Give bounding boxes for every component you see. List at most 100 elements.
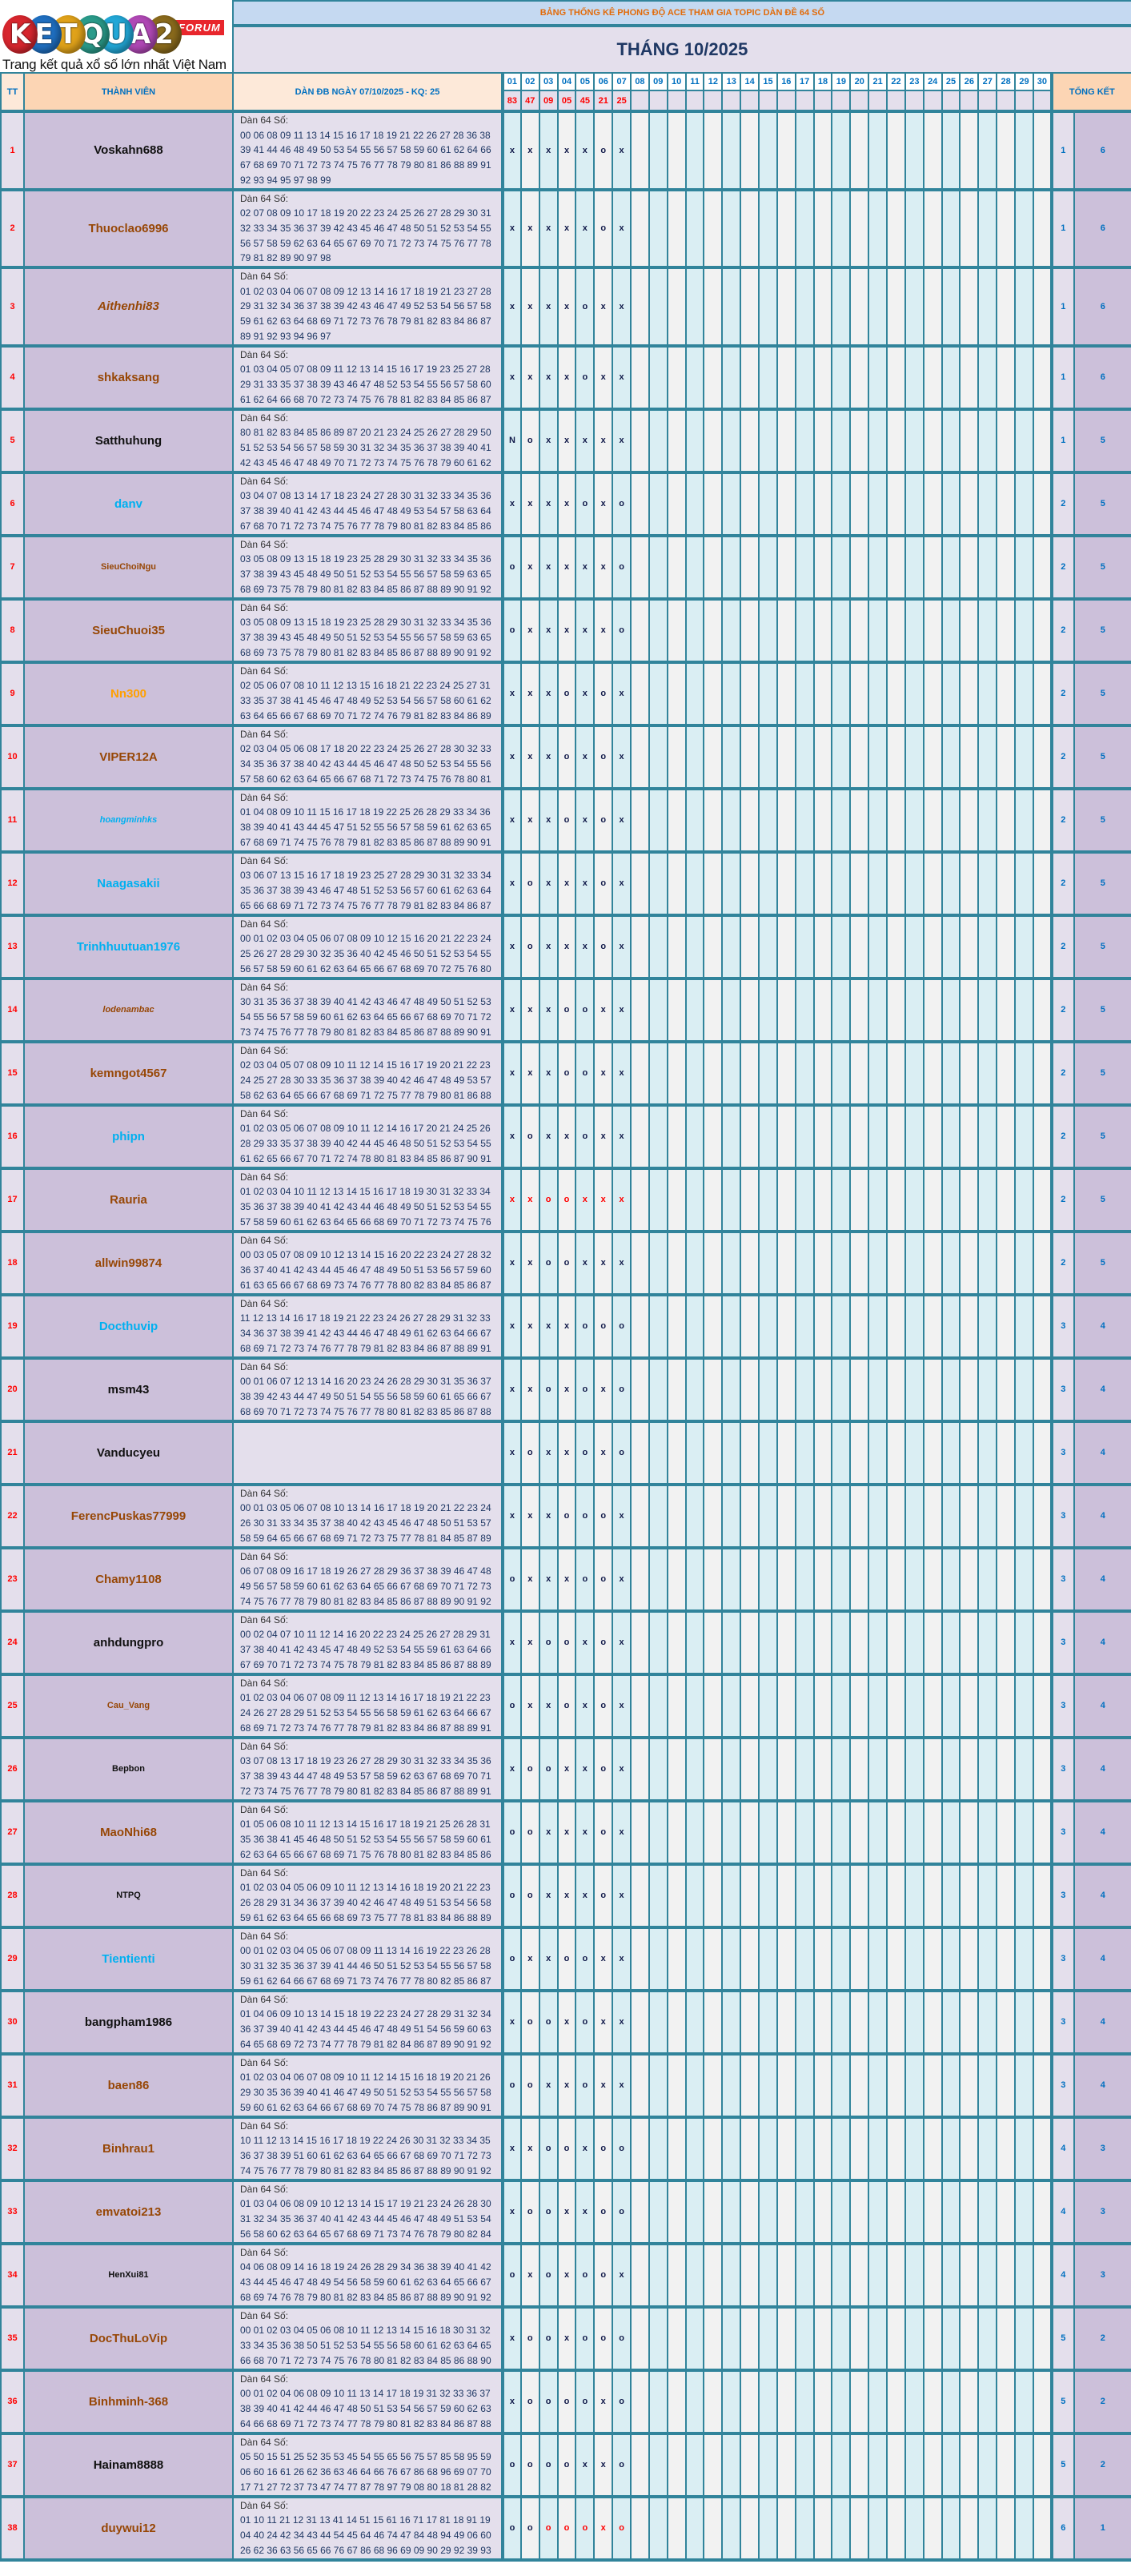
day-mark: [849, 1925, 870, 1992]
day-mark: [794, 470, 815, 537]
day-mark: [812, 1166, 833, 1233]
day-mark: o: [519, 2368, 540, 2435]
member-name[interactable]: HenXui81: [23, 2241, 234, 2309]
day-mark: o: [519, 1988, 540, 2056]
member-name[interactable]: Vanducyeu: [23, 1419, 234, 1486]
day-mark: [721, 1229, 742, 1296]
member-name[interactable]: danv: [23, 470, 234, 537]
member-name[interactable]: hoangminhks: [23, 786, 234, 854]
number-line: 01 10 11 21 12 31 13 41 14 51 15 61 16 7…: [240, 2514, 491, 2526]
day-mark: [886, 1862, 906, 1929]
day-mark: [758, 850, 778, 917]
number-line: 26 30 31 33 34 35 37 38 40 42 43 45 46 4…: [240, 1517, 491, 1529]
number-line: 00 03 05 07 08 09 10 12 13 14 15 16 20 2…: [240, 1249, 491, 1261]
member-name[interactable]: Binhrau1: [23, 2115, 234, 2182]
number-line: 33 34 35 36 38 50 51 52 53 54 55 56 58 6…: [240, 2339, 491, 2351]
member-name[interactable]: emvatoi213: [23, 2178, 234, 2245]
member-name[interactable]: DocThuLoVip: [23, 2305, 234, 2372]
day-mark: [740, 2368, 760, 2435]
member-name[interactable]: Rauria: [23, 1166, 234, 1233]
member-name[interactable]: VIPER12A: [23, 723, 234, 790]
day-mark: [904, 1292, 924, 1360]
day-mark: [740, 533, 760, 601]
day-mark: [977, 1229, 998, 1296]
day-mark: [904, 344, 924, 411]
day-mark: [758, 344, 778, 411]
member-name[interactable]: bangpham1986: [23, 1988, 234, 2056]
total-x-count: 5: [1073, 660, 1131, 727]
member-name[interactable]: Docthuvip: [23, 1292, 234, 1360]
number-line: 10 11 12 13 14 15 16 17 18 19 22 24 26 3…: [240, 2135, 491, 2147]
member-name[interactable]: shkaksang: [23, 344, 234, 411]
member-name[interactable]: baen86: [23, 2052, 234, 2119]
member-name[interactable]: SieuChoiNgu: [23, 533, 234, 601]
total-o-count: 2: [1049, 533, 1075, 601]
day-mark: [904, 1482, 924, 1549]
number-line: 01 02 03 05 06 07 08 09 10 11 12 14 16 1…: [240, 1123, 491, 1135]
member-name[interactable]: MaoNhi68: [23, 1798, 234, 1866]
day-mark: [886, 2115, 906, 2182]
day-mark: x: [538, 1798, 559, 1866]
member-name[interactable]: Voskahn688: [23, 110, 234, 191]
number-line: 57 58 59 60 61 62 63 64 65 66 68 69 70 7…: [240, 1216, 491, 1228]
day-mark: o: [501, 2052, 522, 2119]
member-name[interactable]: FerencPuskas77999: [23, 1482, 234, 1549]
total-o-count: 1: [1049, 344, 1075, 411]
member-name[interactable]: Chamy1108: [23, 1545, 234, 1613]
number-line: 35 36 37 38 39 43 46 47 48 51 52 53 56 5…: [240, 884, 491, 896]
day-mark: [831, 1419, 852, 1486]
member-name[interactable]: Binhminh-368: [23, 2368, 234, 2435]
member-name[interactable]: phipn: [23, 1103, 234, 1170]
day-header: 05: [575, 72, 596, 91]
day-mark: [940, 976, 961, 1043]
day-mark: [758, 976, 778, 1043]
day-mark: x: [519, 1482, 540, 1549]
day-mark: [1014, 850, 1034, 917]
day-mark: [849, 2115, 870, 2182]
member-name[interactable]: Hainam8888: [23, 2431, 234, 2498]
member-name[interactable]: Bepbon: [23, 1735, 234, 1802]
number-line: 03 07 08 13 17 18 19 23 26 27 28 29 30 3…: [240, 1755, 491, 1767]
total-x-count: 4: [1073, 1356, 1131, 1423]
member-name[interactable]: msm43: [23, 1356, 234, 1423]
number-line: 04 40 24 42 34 43 44 54 45 64 46 74 47 8…: [240, 2529, 491, 2541]
member-name[interactable]: Nn300: [23, 660, 234, 727]
day-mark: [849, 913, 870, 980]
day-mark: [996, 1735, 1017, 1802]
total-o-count: 2: [1049, 976, 1075, 1043]
member-name[interactable]: Trinhhuutuan1976: [23, 913, 234, 980]
day-mark: o: [519, 407, 540, 474]
day-mark: [904, 470, 924, 537]
number-line: 01 02 03 04 06 07 08 09 10 11 12 14 15 1…: [240, 2072, 491, 2084]
day-mark: [740, 344, 760, 411]
number-set: Dàn 64 Số: 03 07 08 13 17 18 19 23 26 27 …: [232, 1735, 503, 1802]
row-number: 23: [0, 1545, 25, 1613]
member-name[interactable]: Thuoclao6996: [23, 187, 234, 270]
member-name[interactable]: allwin99874: [23, 1229, 234, 1296]
number-line: 30 31 35 36 37 38 39 40 41 42 43 46 47 4…: [240, 996, 491, 1008]
day-mark: x: [612, 1798, 632, 1866]
member-name[interactable]: Naagasakii: [23, 850, 234, 917]
member-name[interactable]: Cau_Vang: [23, 1672, 234, 1739]
member-name[interactable]: anhdungpro: [23, 1609, 234, 1676]
day-mark: [922, 1419, 943, 1486]
member-name[interactable]: Satthuhung: [23, 407, 234, 474]
day-mark: [996, 470, 1017, 537]
total-x-count: 5: [1073, 407, 1131, 474]
day-mark: [721, 1672, 742, 1739]
member-name[interactable]: Tientienti: [23, 1925, 234, 1992]
day-mark: x: [612, 660, 632, 727]
site-logo[interactable]: FORUM Trang kết quả xổ số lớn nhất Việt …: [1, 1, 233, 73]
day-mark: [721, 723, 742, 790]
member-name[interactable]: NTPQ: [23, 1862, 234, 1929]
day-mark: [703, 1735, 724, 1802]
member-name[interactable]: lodenambac: [23, 976, 234, 1043]
number-line: 02 07 08 09 10 17 18 19 20 22 23 24 25 2…: [240, 207, 491, 219]
member-name[interactable]: Aithenhi83: [23, 266, 234, 348]
member-name[interactable]: SieuChuoi35: [23, 597, 234, 664]
day-mark: x: [556, 2178, 577, 2245]
member-name[interactable]: duywui12: [23, 2494, 234, 2562]
day-mark: [868, 344, 888, 411]
day-mark: [831, 1925, 852, 1992]
member-name[interactable]: kemngot4567: [23, 1039, 234, 1107]
